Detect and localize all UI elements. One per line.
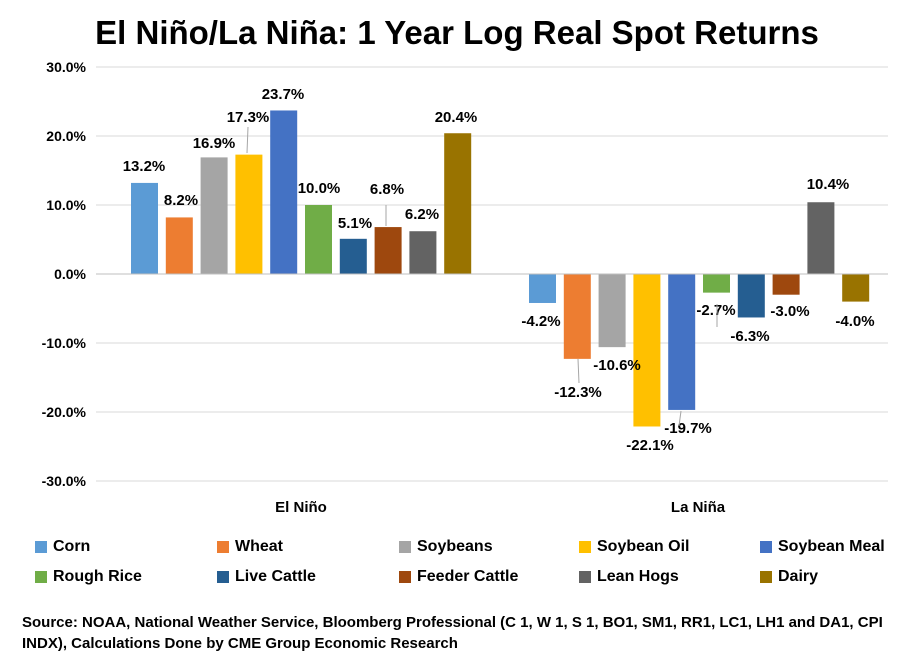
- y-tick-label: -10.0%: [42, 335, 87, 351]
- data-label: 5.1%: [338, 215, 372, 232]
- y-tick-label: 30.0%: [46, 59, 86, 75]
- bar-lean-hogs-el-nino: [409, 231, 437, 274]
- bar-dairy-la-nina: [842, 274, 870, 302]
- data-label: 13.2%: [123, 158, 166, 175]
- data-label: -10.6%: [593, 357, 641, 374]
- data-label: 6.8%: [370, 181, 404, 198]
- data-label: 6.2%: [405, 206, 439, 223]
- bar-wheat-el-nino: [165, 217, 193, 274]
- bar-soybean-oil-la-nina: [633, 274, 661, 427]
- y-tick-label: 20.0%: [46, 128, 86, 144]
- data-label: -12.3%: [554, 384, 602, 401]
- y-tick-label: 10.0%: [46, 197, 86, 213]
- leader-line: [678, 410, 682, 427]
- bar-feeder-cattle-el-nino: [374, 227, 402, 274]
- chart-title: El Niño/La Niña: 1 Year Log Real Spot Re…: [95, 14, 819, 51]
- bar-corn-el-nino: [131, 182, 158, 274]
- leader-line: [577, 358, 580, 384]
- bar-soybean-meal-la-nina: [668, 274, 696, 410]
- data-label: 23.7%: [262, 86, 305, 103]
- bar-soybean-meal-el-nino: [270, 110, 298, 274]
- x-category-label: La Niña: [671, 499, 726, 516]
- leader-line: [246, 126, 249, 154]
- bar-wheat-la-nina: [563, 274, 591, 359]
- x-category-label: El Niño: [275, 499, 327, 516]
- data-label: -2.7%: [696, 302, 735, 319]
- bar-rough-rice-el-nino: [305, 205, 332, 274]
- data-label: -3.0%: [770, 303, 809, 320]
- data-label: -19.7%: [664, 420, 712, 437]
- bar-live-cattle-el-nino: [339, 238, 367, 274]
- y-tick-label: -20.0%: [42, 404, 87, 420]
- data-label: 10.4%: [807, 176, 850, 193]
- data-label: 8.2%: [164, 192, 198, 209]
- data-label: 17.3%: [227, 109, 270, 126]
- bar-live-cattle-la-nina: [737, 274, 765, 318]
- data-label: 16.9%: [193, 135, 236, 152]
- y-tick-label: -30.0%: [42, 473, 87, 489]
- bar-corn-la-nina: [529, 274, 556, 303]
- bar-soybean-oil-el-nino: [235, 154, 263, 274]
- bar-rough-rice-la-nina: [703, 274, 730, 293]
- data-label: 20.4%: [435, 109, 478, 126]
- bar-feeder-cattle-la-nina: [772, 274, 800, 295]
- y-tick-label: 0.0%: [54, 266, 86, 282]
- data-label: 10.0%: [298, 180, 341, 197]
- bar-soybeans-el-nino: [200, 157, 228, 274]
- bar-dairy-el-nino: [444, 133, 472, 274]
- source-note: Source: NOAA, National Weather Service, …: [22, 614, 883, 652]
- data-label: -22.1%: [626, 437, 674, 454]
- data-label: -6.3%: [730, 328, 769, 345]
- data-label: -4.0%: [835, 313, 874, 330]
- bar-soybeans-la-nina: [598, 274, 626, 348]
- bar-lean-hogs-la-nina: [807, 202, 835, 274]
- data-label: -4.2%: [521, 313, 560, 330]
